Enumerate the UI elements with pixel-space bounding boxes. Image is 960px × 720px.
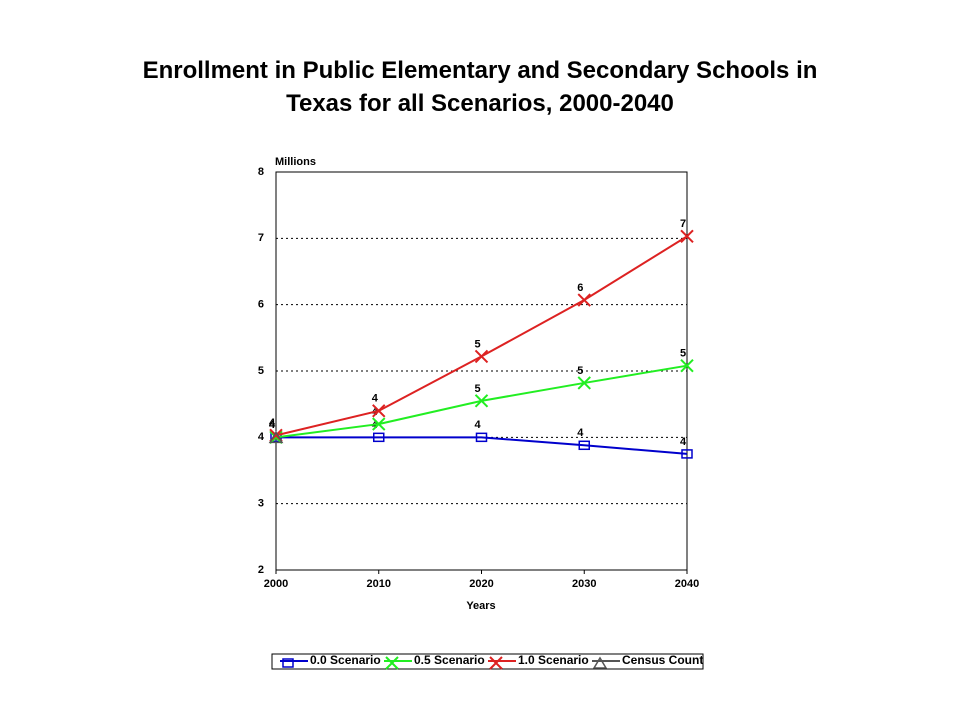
marker: [268, 430, 284, 444]
legend-item: 1.0 Scenario: [488, 653, 589, 670]
data-label: 5: [474, 383, 480, 395]
y-tick-label: 5: [258, 365, 264, 377]
marker: [592, 656, 608, 669]
marker: [269, 430, 283, 445]
x-tick-label: 2030: [572, 578, 596, 590]
series-line: [275, 235, 688, 437]
marker: [373, 432, 385, 443]
marker: [489, 656, 503, 670]
marker: [475, 432, 488, 443]
x-tick-label: 2010: [367, 578, 391, 590]
y-tick-label: 3: [258, 498, 264, 510]
data-label: 4: [680, 436, 687, 448]
chart-title: Enrollment in Public Elementary and Seco…: [143, 57, 818, 117]
marker: [680, 358, 694, 373]
data-label: 4: [577, 427, 584, 439]
marker: [282, 658, 294, 668]
data-label: 7: [680, 218, 686, 230]
data-label: 4: [269, 419, 276, 431]
marker: [577, 293, 591, 307]
y-tick-label: 4: [258, 431, 265, 443]
legend-label: 0.5 Scenario: [414, 653, 485, 667]
marker: [577, 376, 591, 390]
marker: [385, 656, 399, 670]
y-tick-label: 2: [258, 564, 264, 576]
x-tick-label: 2020: [469, 578, 493, 590]
y-axis-label: Millions: [275, 156, 316, 168]
data-label: 6: [577, 282, 583, 294]
legend-item: 0.5 Scenario: [384, 653, 485, 670]
y-tick-label: 7: [258, 232, 264, 244]
marker: [680, 229, 694, 244]
y-tick-label: 8: [258, 166, 264, 178]
x-axis-label: Years: [466, 600, 495, 612]
marker: [372, 404, 386, 418]
data-label: 4: [269, 419, 276, 431]
x-tick-label: 2040: [675, 578, 699, 590]
legend-label: 1.0 Scenario: [518, 653, 589, 667]
legend-label: Census Count: [622, 653, 703, 667]
data-label: 4: [269, 417, 276, 429]
data-label: 5: [474, 338, 480, 350]
marker: [474, 349, 489, 364]
legend-label: 0.0 Scenario: [310, 653, 381, 667]
marker: [578, 440, 590, 451]
x-tick-label: 2000: [264, 578, 288, 590]
legend-item: 0.0 Scenario: [280, 653, 381, 668]
series-line: [276, 436, 688, 455]
data-label: 4: [372, 393, 379, 405]
y-tick-label: 6: [258, 299, 264, 311]
marker: [474, 394, 489, 408]
marker: [681, 449, 693, 459]
marker: [372, 417, 386, 431]
data-label: 5: [577, 365, 583, 377]
legend-item: Census Count: [592, 653, 703, 669]
data-label: 5: [680, 348, 686, 360]
data-label: 4: [474, 419, 481, 431]
